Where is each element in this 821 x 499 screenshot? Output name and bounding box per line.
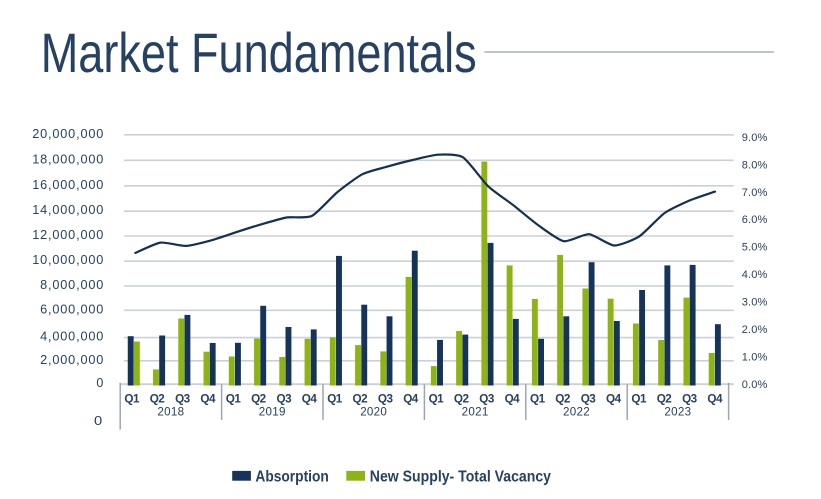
svg-text:Q4: Q4 bbox=[403, 393, 419, 406]
svg-text:Q2: Q2 bbox=[150, 393, 166, 406]
svg-text:0.0%: 0.0% bbox=[742, 379, 768, 391]
svg-text:0: 0 bbox=[94, 414, 102, 428]
svg-text:7.0%: 7.0% bbox=[742, 187, 768, 199]
svg-text:16,000,000: 16,000,000 bbox=[32, 178, 104, 192]
svg-text:Q2: Q2 bbox=[454, 393, 470, 406]
svg-text:10,000,000: 10,000,000 bbox=[32, 253, 104, 267]
svg-text:Q3: Q3 bbox=[479, 393, 495, 406]
svg-text:Q4: Q4 bbox=[707, 393, 723, 406]
svg-text:Q2: Q2 bbox=[555, 393, 571, 406]
svg-text:Q2: Q2 bbox=[251, 393, 267, 406]
svg-text:9.0%: 9.0% bbox=[742, 132, 768, 144]
svg-text:2023: 2023 bbox=[664, 406, 691, 419]
svg-text:Market Fundamentals: Market Fundamentals bbox=[41, 21, 477, 84]
svg-text:Q3: Q3 bbox=[581, 393, 597, 406]
svg-text:Q1: Q1 bbox=[327, 393, 343, 406]
svg-text:18,000,000: 18,000,000 bbox=[32, 152, 104, 166]
svg-text:2.0%: 2.0% bbox=[742, 324, 768, 336]
svg-text:New Supply- Total Vacancy: New Supply- Total Vacancy bbox=[370, 468, 552, 485]
svg-text:Q1: Q1 bbox=[124, 393, 140, 406]
svg-text:Q1: Q1 bbox=[530, 393, 546, 406]
svg-text:2,000,000: 2,000,000 bbox=[40, 353, 104, 367]
svg-text:2020: 2020 bbox=[360, 406, 387, 419]
svg-text:Q3: Q3 bbox=[277, 393, 293, 406]
svg-text:4,000,000: 4,000,000 bbox=[40, 330, 104, 344]
svg-text:Q3: Q3 bbox=[378, 393, 394, 406]
svg-text:Q4: Q4 bbox=[200, 393, 216, 406]
svg-text:6.0%: 6.0% bbox=[742, 214, 768, 226]
svg-text:1.0%: 1.0% bbox=[742, 351, 768, 363]
svg-text:Q2: Q2 bbox=[353, 393, 369, 406]
svg-text:0: 0 bbox=[96, 376, 104, 390]
svg-text:Q3: Q3 bbox=[175, 393, 191, 406]
svg-text:4.0%: 4.0% bbox=[742, 269, 768, 281]
svg-text:Q4: Q4 bbox=[505, 393, 521, 406]
svg-text:6,000,000: 6,000,000 bbox=[40, 302, 104, 316]
svg-text:Q3: Q3 bbox=[682, 393, 698, 406]
svg-text:2018: 2018 bbox=[157, 406, 184, 419]
svg-text:14,000,000: 14,000,000 bbox=[32, 203, 104, 217]
svg-text:3.0%: 3.0% bbox=[742, 297, 768, 309]
svg-text:2022: 2022 bbox=[563, 406, 590, 419]
svg-text:Q1: Q1 bbox=[226, 393, 242, 406]
svg-text:2021: 2021 bbox=[462, 406, 489, 419]
svg-text:Q2: Q2 bbox=[657, 393, 673, 406]
svg-text:Absorption: Absorption bbox=[255, 468, 328, 485]
svg-text:5.0%: 5.0% bbox=[742, 242, 768, 254]
svg-text:12,000,000: 12,000,000 bbox=[32, 228, 104, 242]
svg-text:Q4: Q4 bbox=[606, 393, 622, 406]
svg-text:8.0%: 8.0% bbox=[742, 159, 768, 171]
svg-text:Q4: Q4 bbox=[302, 393, 318, 406]
svg-text:Q1: Q1 bbox=[631, 393, 647, 406]
svg-text:20,000,000: 20,000,000 bbox=[32, 127, 104, 141]
svg-text:2019: 2019 bbox=[259, 406, 286, 419]
svg-text:Q1: Q1 bbox=[429, 393, 445, 406]
svg-text:8,000,000: 8,000,000 bbox=[40, 278, 104, 292]
